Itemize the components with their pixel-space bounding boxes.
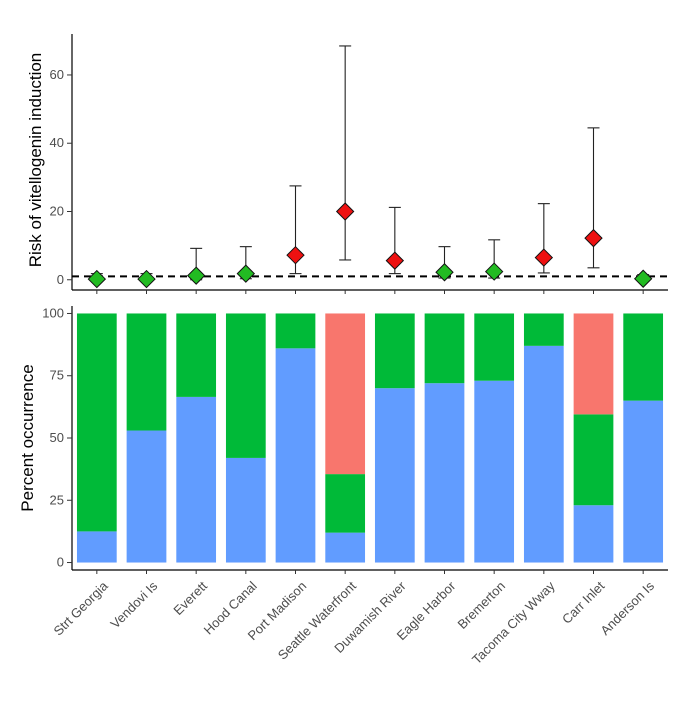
occurrence-y-tick-label: 25 (50, 492, 64, 507)
occurrence-bar-segment (573, 414, 614, 506)
occurrence-bar-segment (275, 313, 316, 349)
occurrence-bar-segment (325, 474, 366, 533)
occurrence-bar-segment (623, 400, 664, 563)
occurrence-y-tick-label: 75 (50, 368, 64, 383)
category-label: Bremerton (455, 578, 509, 632)
risk-y-tick-label: 0 (57, 272, 64, 287)
occurrence-bar-segment (474, 380, 515, 563)
risk-point (137, 269, 156, 289)
occurrence-bar-segment (176, 396, 217, 563)
category-label: Carr Inlet (559, 578, 608, 627)
occurrence-bar-segment (225, 313, 266, 458)
occurrence-bar-segment (573, 505, 614, 563)
category-label: Strt Georgia (51, 578, 112, 639)
occurrence-bar-segment (523, 345, 564, 563)
occurrence-panel: 0 25 50 75 100 (42, 305, 668, 574)
occurrence-bar-segment (225, 457, 266, 563)
risk-point (286, 245, 305, 265)
occurrence-bar-segment (623, 313, 664, 401)
occurrence-bar-segment (374, 388, 415, 563)
occurrence-bar-segment (126, 313, 167, 431)
risk-y-tick-label: 20 (50, 203, 64, 218)
risk-point (236, 264, 256, 283)
occurrence-bar-segment (374, 313, 415, 389)
risk-point (534, 248, 554, 267)
risk-point (87, 269, 107, 289)
risk-point (186, 266, 206, 285)
occurrence-bar-segment (126, 430, 167, 563)
risk-point (435, 263, 454, 282)
risk-point (484, 262, 504, 281)
risk-point (584, 228, 603, 248)
category-label: Tacoma City Wway (469, 578, 558, 667)
occurrence-bar-segment (474, 313, 515, 381)
risk-point (385, 251, 405, 270)
occurrence-bar-segment (325, 313, 366, 475)
occurrence-bar-segment (275, 348, 316, 563)
occurrence-bar-segment (523, 313, 564, 346)
occurrence-bar-segment (76, 531, 117, 563)
category-label: Vendovi Is (107, 578, 160, 631)
occurrence-bar-segment (176, 313, 217, 397)
occurrence-bar-segment (424, 313, 465, 384)
category-label: Anderson Is (597, 578, 657, 638)
risk-axis-title: Risk of vitellogenin induction (26, 53, 45, 268)
category-label: Everett (170, 578, 210, 618)
occurrence-bar-segment (76, 313, 117, 532)
risk-panel: 0 20 40 60 (50, 34, 668, 294)
occurrence-y-tick-label: 100 (42, 305, 64, 320)
risk-point (633, 269, 653, 288)
occurrence-bar-segment (424, 383, 465, 563)
occurrence-bar-segment (325, 532, 366, 563)
occurrence-axis-title: Percent occurrence (18, 364, 37, 511)
occurrence-y-tick-label: 0 (57, 555, 64, 570)
risk-y-tick-label: 60 (50, 67, 64, 82)
risk-y-tick-label: 40 (50, 135, 64, 150)
occurrence-bar-segment (573, 313, 614, 415)
risk-point (335, 202, 355, 221)
occurrence-y-tick-label: 50 (50, 430, 64, 445)
